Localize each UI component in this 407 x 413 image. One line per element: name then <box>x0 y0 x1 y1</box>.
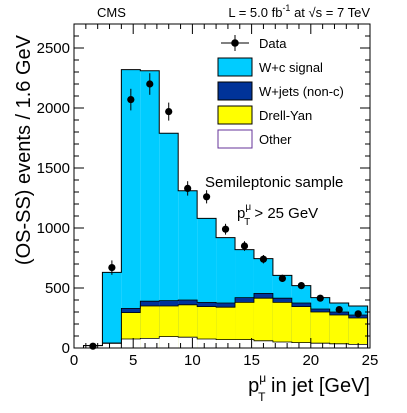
data-point <box>297 282 305 290</box>
x-tick-label: 10 <box>184 352 201 369</box>
drellyan-bar <box>310 312 330 348</box>
other-bar <box>102 343 122 348</box>
data-point <box>146 80 154 88</box>
cut-superscript: μ <box>245 202 251 213</box>
y-axis-title: (OS-SS) events / 1.6 GeV <box>13 34 35 265</box>
data-points <box>89 73 362 350</box>
data-point <box>278 274 286 282</box>
x-tick-label: 20 <box>302 352 319 369</box>
drellyan-bar <box>253 298 273 348</box>
cut-subscript: T <box>244 217 250 228</box>
experiment-label: CMS <box>97 5 126 20</box>
drellyan-bar <box>329 315 349 348</box>
legend-label-signal: W+c signal <box>259 60 323 75</box>
y-tick-label: 1500 <box>37 160 70 177</box>
y-tick-label: 1000 <box>37 220 70 237</box>
wjets-outline <box>83 293 369 348</box>
y-tick-label: 2500 <box>37 40 70 57</box>
signal-bar <box>121 69 141 348</box>
other-bar <box>310 343 330 348</box>
legend-marker-data <box>231 39 239 47</box>
drellyan-bar <box>235 302 254 348</box>
other-bar <box>159 336 179 348</box>
sample-annotation: Semileptonic sample <box>205 174 343 191</box>
data-point <box>108 264 116 272</box>
energy-value: = 7 TeV <box>322 5 370 20</box>
data-point <box>354 310 362 318</box>
plot-frame <box>73 23 371 349</box>
other-bar <box>140 338 160 348</box>
data-point <box>89 342 97 350</box>
drellyan-bar <box>272 302 292 348</box>
cut-p: p <box>237 205 245 222</box>
data-point <box>240 242 249 250</box>
x-axis-title-p: p <box>248 375 259 397</box>
other-bar <box>272 342 292 348</box>
y-tick-label: 0 <box>62 340 70 357</box>
x-tick-label: 25 <box>362 352 379 369</box>
drellyan-bar <box>348 318 368 348</box>
data-point <box>316 294 324 302</box>
legend: Data W+c signal W+jets (non-c) Drell-Yan Oth… <box>217 35 344 149</box>
other-bar <box>121 339 141 348</box>
legend-label-data: Data <box>259 36 287 51</box>
lumi-superscript: -1 <box>282 3 290 13</box>
legend-swatch-signal <box>217 57 253 77</box>
x-axis-title-rest: in jet [GeV] <box>266 375 371 397</box>
legend-swatch-other <box>217 129 253 149</box>
luminosity-label: L = 5.0 fb-1 at √s = 7 TeV <box>228 3 370 20</box>
legend-label-other: Other <box>259 132 292 147</box>
cut-annotation: pμ T > 25 GeV <box>237 202 318 228</box>
other-bar <box>216 339 236 348</box>
other-bar <box>291 342 311 348</box>
lumi-mid: at <box>290 5 308 20</box>
legend-label-wjets: W+jets (non-c) <box>259 84 344 99</box>
axes: 0 5 10 15 20 25 0 500 1000 1500 2000 2500 <box>37 23 379 369</box>
drellyan-bar <box>216 307 236 348</box>
legend-swatch-wjets <box>217 81 253 101</box>
lumi-prefix: L = 5.0 fb <box>228 5 282 20</box>
data-point <box>335 306 343 314</box>
x-axis-title-subscript: T <box>258 390 266 404</box>
x-tick-label: 15 <box>243 352 260 369</box>
stacked-histogram <box>82 69 369 349</box>
x-axis-title-superscript: μ <box>259 371 266 385</box>
drellyan-bar <box>140 306 160 348</box>
other-bar <box>197 339 217 348</box>
signal-bar <box>102 272 122 348</box>
data-point <box>165 108 173 116</box>
drellyan-bar <box>197 306 217 348</box>
data-point <box>127 96 135 104</box>
legend-swatch-drellyan <box>217 105 253 125</box>
x-tick-label: 0 <box>70 352 78 369</box>
drellyan-bar <box>291 306 311 348</box>
energy-root: √s <box>309 5 323 20</box>
data-point <box>221 225 230 233</box>
x-axis-title: pμ T in jet [GeV] <box>248 371 370 404</box>
data-point <box>203 193 211 201</box>
data-point <box>259 255 268 263</box>
signal-bar <box>140 70 160 349</box>
cut-rest: > 25 GeV <box>250 205 318 222</box>
other-bar <box>235 339 254 348</box>
other-bar <box>178 337 198 348</box>
signal-outline <box>82 69 369 348</box>
other-bar <box>329 343 349 348</box>
y-tick-label: 2000 <box>37 100 70 117</box>
signal-bar <box>159 133 179 348</box>
y-tick-label: 500 <box>45 280 70 297</box>
data-point <box>184 184 192 192</box>
x-tick-label: 5 <box>129 352 137 369</box>
legend-label-drellyan: Drell-Yan <box>259 108 312 123</box>
